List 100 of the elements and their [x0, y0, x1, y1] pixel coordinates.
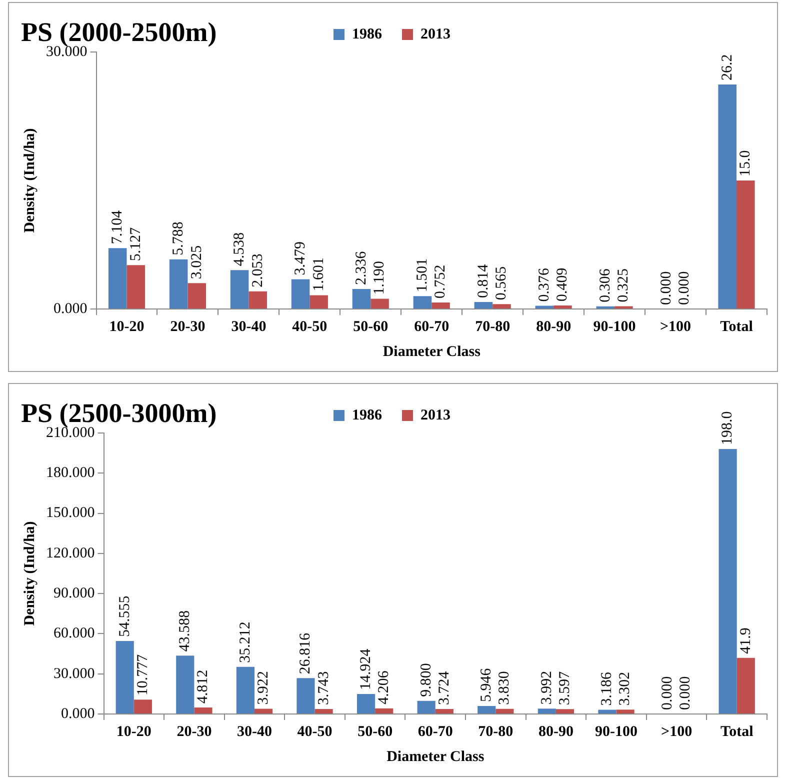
bar [413, 296, 432, 308]
data-label: 1.601 [310, 258, 327, 292]
legend-label: 1986 [352, 407, 382, 424]
bar [718, 84, 737, 308]
data-label: 0.325 [616, 268, 632, 302]
y-tick-label: 120.000 [46, 545, 95, 562]
y-tick-label: 60.000 [54, 626, 95, 642]
data-label: 3.597 [556, 670, 573, 706]
data-label: 5.946 [478, 668, 495, 702]
x-axis-title: Diameter Class [386, 748, 484, 765]
bar [176, 656, 194, 714]
data-label: 0.000 [659, 676, 676, 710]
legend-label: 2013 [420, 26, 450, 42]
bar [496, 708, 514, 714]
data-label: 3.724 [436, 670, 452, 706]
bar [248, 291, 267, 308]
data-label: 5.788 [170, 222, 187, 256]
data-label: 0.306 [597, 268, 614, 302]
x-tick-label: 20-30 [176, 724, 212, 740]
y-tick-label: 150.000 [46, 505, 95, 522]
bar [535, 306, 554, 308]
data-label: 43.588 [177, 610, 194, 652]
x-tick-label: >100 [661, 724, 692, 740]
data-label: 15.0 [738, 150, 754, 176]
bar [356, 694, 376, 714]
x-tick-label: 60-70 [418, 724, 453, 740]
chart-title: PS (2500-3000m) [21, 398, 217, 428]
data-label: 0.409 [554, 268, 571, 302]
data-label: 3.302 [617, 672, 634, 706]
legend-label: 1986 [352, 26, 382, 42]
data-label: 4.206 [376, 670, 392, 704]
data-label: 26.816 [298, 632, 314, 674]
data-label: 0.000 [676, 271, 693, 305]
bar [236, 666, 254, 714]
data-label: 9.800 [418, 663, 434, 697]
bar [432, 302, 450, 308]
data-label: 3.479 [292, 241, 308, 276]
y-axis-title: Density (Ind/ha) [22, 521, 38, 626]
bar [616, 710, 634, 714]
data-label: 2.336 [353, 250, 370, 285]
legend-label: 2013 [420, 407, 450, 424]
data-label: 0.000 [678, 676, 694, 710]
bar [435, 709, 454, 714]
bar [254, 708, 273, 714]
bar [474, 302, 493, 308]
bar [718, 449, 737, 714]
bar [230, 270, 249, 308]
y-tick-label: 180.000 [46, 465, 95, 482]
x-tick-label: 30-40 [231, 318, 266, 335]
data-label: 0.376 [536, 268, 552, 302]
data-label: 14.924 [358, 648, 374, 690]
data-label: 3.992 [538, 670, 555, 705]
data-label: 4.538 [231, 232, 248, 266]
data-label: 3.743 [316, 671, 332, 705]
x-tick-label: 70-80 [478, 724, 514, 740]
bar [291, 279, 310, 308]
x-tick-label: 50-60 [353, 318, 388, 335]
bar [134, 700, 152, 714]
data-label: 198.0 [720, 411, 736, 446]
bar [492, 304, 511, 308]
x-tick-label: 40-50 [292, 318, 328, 335]
data-label: 7.104 [110, 210, 126, 244]
x-tick-label: 60-70 [414, 318, 450, 335]
bar [375, 708, 394, 714]
bar [116, 641, 134, 714]
bar [556, 709, 574, 714]
bar [598, 710, 616, 714]
data-label: 3.830 [496, 671, 513, 705]
bar [417, 700, 436, 714]
bar [108, 248, 127, 308]
bar [538, 708, 556, 714]
x-tick-label: >100 [660, 318, 692, 335]
data-label: 10.777 [134, 654, 151, 696]
x-axis-title: Diameter Class [382, 344, 481, 360]
y-tick-label: 90.000 [54, 586, 95, 602]
data-label: 1.501 [414, 258, 430, 292]
data-label: 54.555 [116, 596, 133, 637]
y-axis-title: Density (Ind/ha) [22, 128, 38, 233]
y-tick-label: 0.000 [54, 300, 88, 317]
x-tick-label: 80-90 [538, 724, 574, 740]
bar [736, 658, 755, 714]
x-tick-label: Total [720, 724, 754, 740]
bar [352, 288, 371, 308]
y-tick-label: 0.000 [61, 706, 95, 722]
x-tick-label: 90-100 [593, 318, 636, 335]
data-label: 0.565 [494, 266, 510, 300]
data-label: 0.752 [432, 264, 449, 299]
data-label: 2.053 [250, 254, 266, 288]
bar [310, 295, 328, 308]
x-tick-label: 50-60 [358, 724, 393, 740]
data-label: 41.9 [738, 628, 754, 654]
bar [188, 283, 206, 308]
bar [296, 678, 315, 714]
x-tick-label: 40-50 [297, 724, 332, 740]
x-tick-label: 80-90 [536, 318, 572, 335]
bar [169, 259, 188, 308]
x-tick-label: 10-20 [116, 724, 152, 740]
bar [478, 706, 496, 714]
bar [370, 298, 389, 308]
data-label: 5.127 [128, 226, 144, 262]
